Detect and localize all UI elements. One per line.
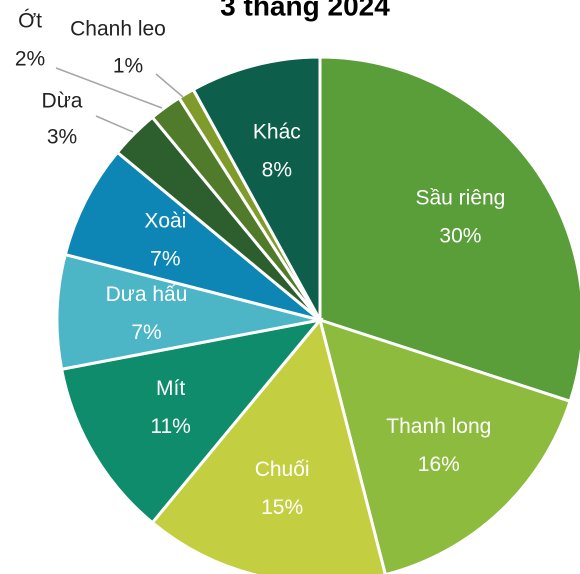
chart-title: 3 tháng 2024: [220, 0, 390, 21]
pie-slice: [317, 317, 573, 574]
slice-value: 8%: [262, 158, 292, 181]
pie-slice: [63, 150, 321, 322]
pie-slice: [191, 55, 322, 321]
slice-label: Dừa: [42, 90, 83, 113]
slice-label: Mít: [156, 377, 185, 400]
pie-slice: [59, 317, 324, 525]
slice-value: 2%: [15, 48, 45, 71]
slice-value: 7%: [131, 321, 161, 344]
slice-label: Sầu riêng: [415, 187, 505, 210]
slice-value: 16%: [418, 453, 460, 476]
slice-label: Thanh long: [386, 415, 491, 438]
slice-label: Dưa hấu: [106, 283, 188, 306]
slice-value: 1%: [113, 55, 143, 78]
slice-value: 3%: [47, 126, 77, 149]
slice-label: Khác: [253, 120, 301, 143]
pie-slice: [55, 252, 321, 372]
leader-line: [155, 73, 184, 98]
leader-line: [55, 67, 163, 109]
slice-label: Chanh leo: [70, 18, 166, 41]
slice-value: 7%: [150, 248, 180, 271]
slice-value: 30%: [439, 225, 481, 248]
slice-label: Xoài: [144, 210, 186, 233]
slice-value: 15%: [261, 496, 303, 519]
slice-label: Chuối: [255, 458, 310, 481]
slice-value: 11%: [150, 415, 190, 438]
pie-slice: [150, 316, 387, 574]
pie-slice: [318, 55, 580, 404]
slice-label: Ớt: [18, 10, 42, 33]
leader-line: [95, 115, 134, 133]
